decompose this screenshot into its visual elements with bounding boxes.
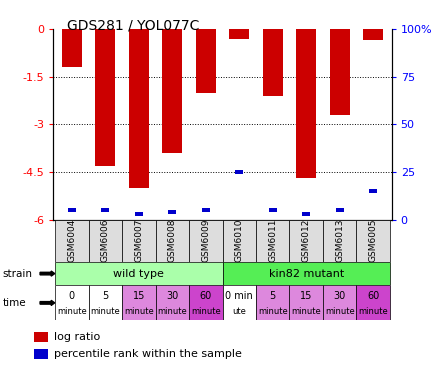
Text: 5: 5: [102, 291, 109, 301]
Bar: [196, 29, 216, 93]
FancyBboxPatch shape: [189, 285, 222, 320]
Text: 15: 15: [300, 291, 312, 301]
FancyBboxPatch shape: [323, 220, 356, 262]
Text: 15: 15: [133, 291, 145, 301]
Text: 60: 60: [367, 291, 379, 301]
FancyBboxPatch shape: [122, 220, 156, 262]
Text: GSM6004: GSM6004: [67, 219, 76, 262]
Text: minute: minute: [158, 307, 187, 316]
FancyBboxPatch shape: [89, 285, 122, 320]
Bar: [229, 29, 249, 39]
Text: GSM6009: GSM6009: [201, 219, 210, 262]
Text: strain: strain: [2, 269, 32, 279]
Bar: [302, 212, 311, 216]
Text: minute: minute: [358, 307, 388, 316]
Text: GSM6007: GSM6007: [134, 219, 143, 262]
FancyBboxPatch shape: [156, 220, 189, 262]
Text: kin82 mutant: kin82 mutant: [269, 269, 344, 279]
Text: 5: 5: [270, 291, 276, 301]
FancyBboxPatch shape: [222, 220, 256, 262]
Bar: [101, 208, 109, 212]
Text: time: time: [2, 298, 26, 308]
Bar: [363, 29, 383, 40]
FancyBboxPatch shape: [189, 220, 222, 262]
FancyBboxPatch shape: [356, 285, 390, 320]
FancyBboxPatch shape: [122, 285, 156, 320]
Bar: [34, 332, 49, 342]
Bar: [168, 210, 177, 214]
Text: 30: 30: [334, 291, 346, 301]
Text: GSM6008: GSM6008: [168, 219, 177, 262]
Bar: [263, 29, 283, 96]
Text: GSM6005: GSM6005: [369, 219, 378, 262]
Text: 30: 30: [166, 291, 178, 301]
Bar: [162, 29, 182, 153]
Bar: [95, 29, 115, 166]
FancyBboxPatch shape: [289, 285, 323, 320]
Bar: [336, 208, 344, 212]
Bar: [134, 212, 143, 216]
FancyBboxPatch shape: [289, 220, 323, 262]
FancyBboxPatch shape: [55, 285, 89, 320]
Bar: [129, 29, 149, 188]
Text: GSM6013: GSM6013: [335, 219, 344, 262]
Text: minute: minute: [291, 307, 321, 316]
Bar: [235, 170, 243, 175]
Text: GSM6012: GSM6012: [302, 219, 311, 262]
FancyBboxPatch shape: [89, 220, 122, 262]
Bar: [202, 208, 210, 212]
Text: log ratio: log ratio: [54, 332, 101, 342]
Text: GSM6010: GSM6010: [235, 219, 244, 262]
FancyBboxPatch shape: [356, 220, 390, 262]
Text: minute: minute: [124, 307, 154, 316]
Text: wild type: wild type: [113, 269, 164, 279]
Bar: [330, 29, 350, 115]
FancyBboxPatch shape: [256, 285, 289, 320]
Bar: [296, 29, 316, 178]
FancyBboxPatch shape: [156, 285, 189, 320]
FancyBboxPatch shape: [323, 285, 356, 320]
FancyBboxPatch shape: [222, 262, 390, 285]
Bar: [68, 208, 76, 212]
FancyBboxPatch shape: [55, 220, 89, 262]
Bar: [268, 208, 277, 212]
Text: minute: minute: [191, 307, 221, 316]
Bar: [62, 29, 82, 67]
FancyBboxPatch shape: [55, 262, 222, 285]
Bar: [34, 348, 49, 359]
Text: 60: 60: [200, 291, 212, 301]
Text: minute: minute: [258, 307, 287, 316]
Text: minute: minute: [57, 307, 87, 316]
Text: GSM6011: GSM6011: [268, 219, 277, 262]
Text: percentile rank within the sample: percentile rank within the sample: [54, 349, 242, 359]
Text: 0 min: 0 min: [225, 291, 253, 301]
Text: 0: 0: [69, 291, 75, 301]
Text: ute: ute: [232, 307, 246, 316]
FancyBboxPatch shape: [222, 285, 256, 320]
Text: minute: minute: [325, 307, 355, 316]
FancyBboxPatch shape: [256, 220, 289, 262]
Text: minute: minute: [90, 307, 120, 316]
Text: GSM6006: GSM6006: [101, 219, 110, 262]
Text: GDS281 / YOL077C: GDS281 / YOL077C: [67, 18, 199, 32]
Bar: [369, 188, 377, 193]
